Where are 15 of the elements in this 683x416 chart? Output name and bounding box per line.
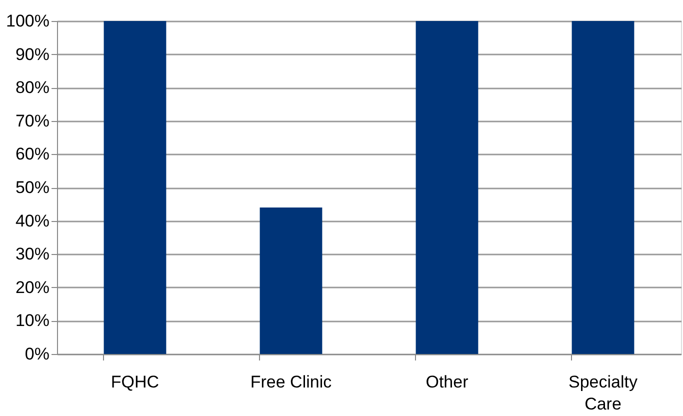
y-tick-label: 70% [15,111,50,130]
y-tick-label: 80% [15,78,50,98]
y-tick-label: 20% [15,278,50,297]
x-tick-label: Free Clinic [250,372,332,392]
y-tick-label: 0% [24,344,50,364]
x-tick-label: Other [426,372,469,392]
y-tick-label: 30% [15,244,50,264]
y-tick-label: 90% [15,44,50,64]
y-tick-label: 100% [6,12,50,30]
y-tick-label: 10% [15,311,50,330]
x-tick-label: FQHC [110,372,160,392]
y-tick-label: 50% [15,178,50,197]
y-tick-label: 60% [15,144,50,164]
x-tick-label: Specialty Care [568,372,638,414]
y-tick-label: 40% [15,211,50,230]
